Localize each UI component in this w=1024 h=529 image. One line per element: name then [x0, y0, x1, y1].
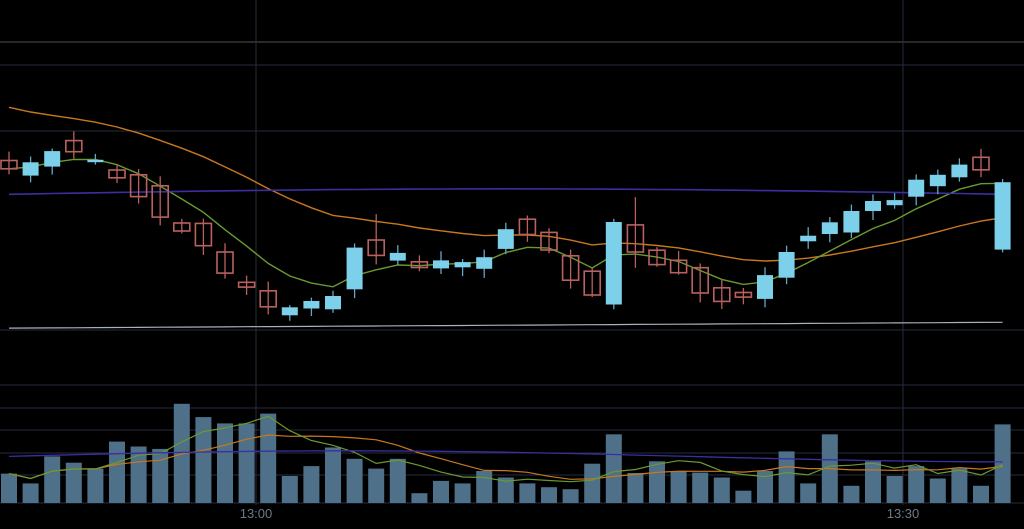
svg-text:13:00: 13:00: [240, 506, 273, 521]
svg-text:13:30: 13:30: [887, 506, 920, 521]
